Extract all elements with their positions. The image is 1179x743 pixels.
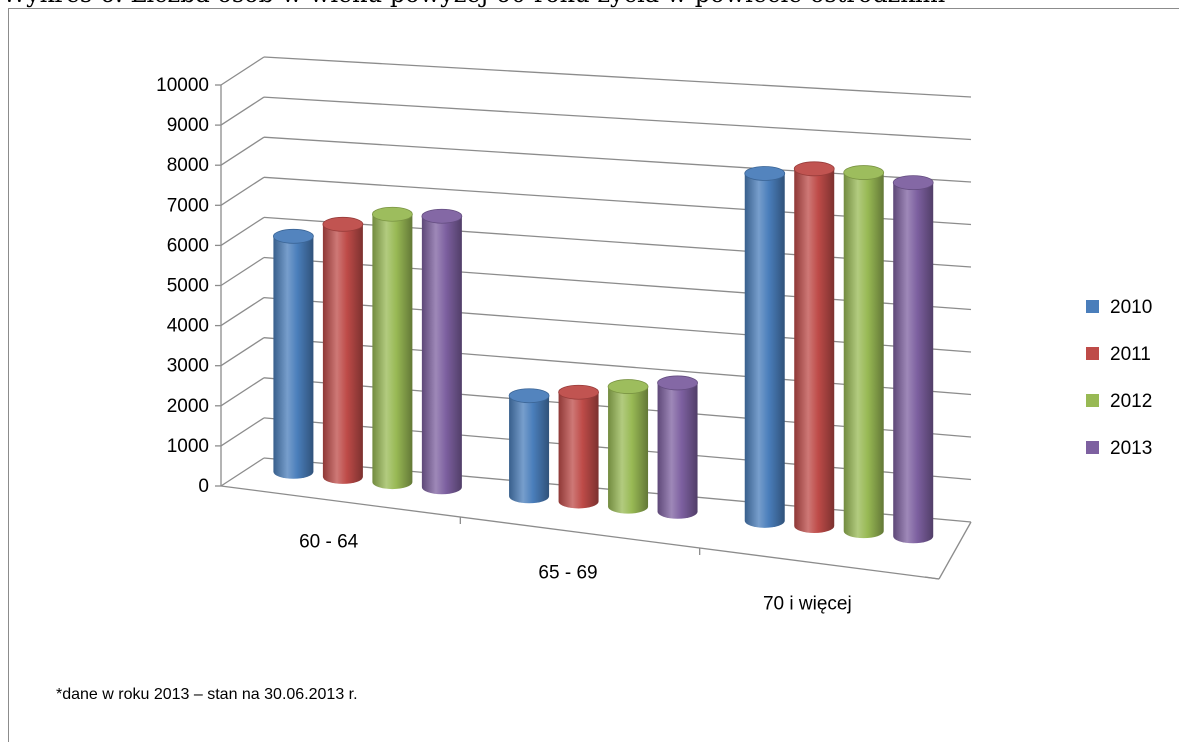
bar-top-2010 bbox=[508, 388, 550, 404]
gridline bbox=[263, 56, 972, 98]
bar-60-64-2010 bbox=[273, 236, 314, 479]
bar-top-2013 bbox=[892, 175, 934, 191]
bar-top-2011 bbox=[558, 384, 599, 400]
side-gridline bbox=[220, 337, 265, 367]
y-tick-label: 10000 bbox=[156, 75, 209, 96]
bar-chart: 0 1000 2000 3000 4000 5000 6000 7000 8000 9000 100… bbox=[156, 56, 1152, 615]
bar-70iwięcej-2012 bbox=[843, 172, 884, 539]
bar-top-2012 bbox=[607, 379, 649, 394]
legend-swatch-2010 bbox=[1086, 300, 1099, 313]
bar-65-69-2010 bbox=[509, 395, 550, 504]
side-gridline bbox=[220, 96, 265, 126]
chart-frame: 0 1000 2000 3000 4000 5000 6000 7000 8000 9000 100… bbox=[8, 8, 1179, 742]
bar-70iwięcej-2011 bbox=[794, 168, 835, 533]
x-tick-label: 65 - 69 bbox=[538, 563, 597, 584]
legend-swatch-2013 bbox=[1086, 441, 1099, 454]
bar-65-69-2011 bbox=[558, 392, 599, 509]
y-tick-label: 9000 bbox=[167, 115, 209, 136]
legend-label: 2010 bbox=[1110, 297, 1152, 318]
footnote: *dane w roku 2013 – stan na 30.06.2013 r… bbox=[56, 686, 358, 703]
y-tick-label: 6000 bbox=[167, 235, 209, 256]
y-tick-label: 7000 bbox=[167, 195, 209, 216]
side-gridline bbox=[220, 56, 265, 86]
y-tick-label: 1000 bbox=[167, 436, 209, 457]
bar-top-2010 bbox=[744, 166, 786, 181]
legend-swatch-2012 bbox=[1086, 394, 1099, 407]
bar-70iwięcej-2013 bbox=[893, 182, 934, 544]
x-axis-line bbox=[220, 485, 940, 580]
bar-top-2010 bbox=[273, 228, 314, 244]
bar-65-69-2012 bbox=[608, 386, 649, 514]
side-gridline bbox=[220, 417, 265, 447]
side-gridline bbox=[220, 377, 265, 407]
page-title: Wykres 6. Liczba osób w wieku powyżej 60… bbox=[2, 0, 945, 8]
bar-top-2011 bbox=[322, 216, 364, 232]
bar-70iwięcej-2010 bbox=[744, 173, 785, 528]
y-tick-label: 4000 bbox=[167, 316, 209, 337]
legend-swatch-2011 bbox=[1086, 347, 1099, 360]
bar-60-64-2012 bbox=[372, 214, 413, 490]
y-tick-label: 0 bbox=[198, 476, 209, 497]
side-gridline bbox=[220, 457, 265, 487]
y-tick-label: 5000 bbox=[167, 276, 209, 297]
side-gridline bbox=[220, 216, 265, 246]
gridline bbox=[263, 96, 972, 141]
x-tick-label: 70 i więcej bbox=[763, 594, 852, 615]
floor-right-edge bbox=[938, 521, 972, 580]
side-gridline bbox=[220, 176, 265, 206]
bar-top-2012 bbox=[371, 206, 413, 222]
bar-65-69-2013 bbox=[657, 382, 698, 519]
y-tick-label: 2000 bbox=[167, 396, 209, 417]
bar-top-2013 bbox=[421, 208, 463, 224]
legend-label: 2013 bbox=[1110, 438, 1152, 459]
side-gridline bbox=[220, 297, 265, 327]
side-gridline bbox=[220, 256, 265, 287]
legend-label: 2012 bbox=[1110, 391, 1152, 412]
bar-top-2013 bbox=[657, 375, 698, 391]
bar-top-2011 bbox=[793, 161, 835, 177]
legend-label: 2011 bbox=[1110, 344, 1151, 365]
bar-top-2012 bbox=[843, 165, 885, 180]
bar-60-64-2013 bbox=[421, 216, 462, 495]
bar-60-64-2011 bbox=[322, 224, 363, 484]
y-tick-label: 3000 bbox=[167, 356, 209, 377]
x-tick-label: 60 - 64 bbox=[299, 532, 359, 553]
y-tick-label: 8000 bbox=[167, 155, 209, 176]
side-gridline bbox=[220, 136, 265, 166]
